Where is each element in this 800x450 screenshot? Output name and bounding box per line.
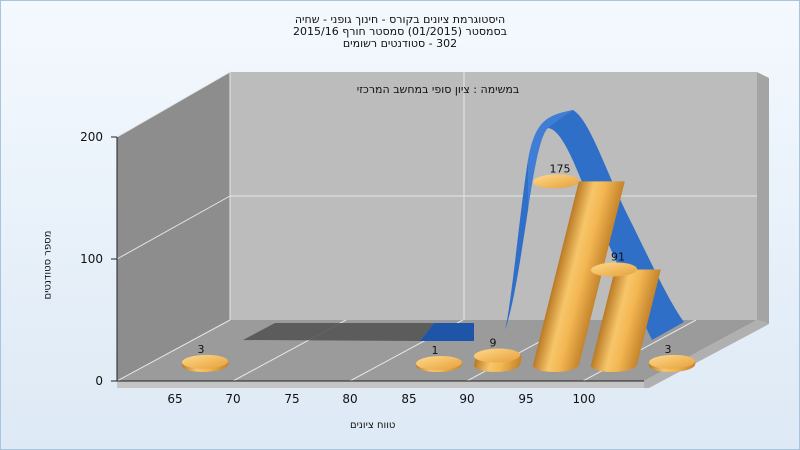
bar xyxy=(648,354,696,372)
ribbon-blue-floor xyxy=(420,323,474,341)
y-tick-label: 100 xyxy=(80,252,103,266)
bar-value-label: 3 xyxy=(198,343,205,356)
bar-value-label: 3 xyxy=(665,343,672,356)
floor-front xyxy=(117,381,644,388)
axes xyxy=(111,136,644,382)
chart-title-line-3: 302 - סטודנטים רשומים xyxy=(342,37,458,50)
x-tick-label: 75 xyxy=(284,392,299,406)
chart-title-line-1: היסטוגרמת ציונים בקורס - חינוך גופני - ש… xyxy=(294,13,506,26)
bar xyxy=(473,348,523,372)
right-depth xyxy=(757,72,769,324)
bar-value-label: 9 xyxy=(490,337,497,350)
chart-annotation: במשימה : ציון סופי במחשב המרכזי xyxy=(357,83,520,96)
bar xyxy=(415,356,463,372)
x-tick-label: 100 xyxy=(573,392,596,406)
side-wall xyxy=(117,72,230,381)
x-tick-label: 70 xyxy=(225,392,240,406)
x-tick-label: 80 xyxy=(342,392,357,406)
bar-value-label: 1 xyxy=(432,344,439,357)
back-ribbon xyxy=(243,323,434,341)
x-tick-label: 85 xyxy=(401,392,416,406)
x-tick-label: 95 xyxy=(518,392,533,406)
x-axis-label: טווח ציונים xyxy=(350,420,396,431)
bar-value-label: 175 xyxy=(550,162,571,175)
chart-title-line-2: בסמסטר (01/2015) סמסטר חורף 2015/16 xyxy=(293,25,507,38)
x-tick-label: 90 xyxy=(459,392,474,406)
x-tick-label: 65 xyxy=(167,392,182,406)
bar xyxy=(532,174,625,372)
y-tick-label: 200 xyxy=(80,130,103,144)
y-tick-label: 0 xyxy=(95,374,103,388)
bar-value-label: 91 xyxy=(611,251,625,264)
bar xyxy=(181,354,229,372)
bar xyxy=(590,262,661,372)
